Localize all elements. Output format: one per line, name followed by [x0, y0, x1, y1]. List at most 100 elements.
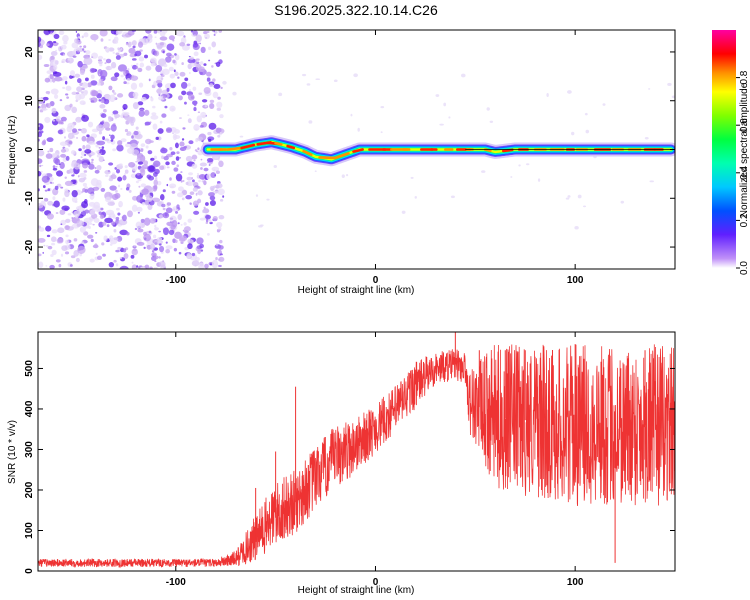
noise-blob [136, 172, 140, 176]
noise-blob [100, 38, 104, 42]
noise-blob [136, 206, 143, 212]
noise-blob [193, 210, 200, 215]
noise-blob [219, 131, 222, 134]
colorbar-tick-label: 0.0 [739, 261, 750, 275]
noise-blob [77, 50, 80, 54]
noise-blob [301, 73, 307, 77]
noise-blob [211, 65, 214, 68]
noise-blob [83, 57, 93, 65]
noise-blob [65, 85, 72, 91]
noise-blob [96, 82, 101, 86]
noise-blob [150, 62, 156, 67]
colorbar: 0.0 0.2 0.4 0.6 0.8 Normalized spectral ampl… [712, 30, 750, 275]
noise-blob [110, 30, 118, 35]
noise-blob [138, 56, 145, 62]
noise-blob [58, 121, 63, 125]
noise-blob [131, 40, 137, 46]
spectrogram-y-tick-label: 0 [24, 146, 35, 152]
noise-blob [180, 241, 184, 244]
noise-blob [60, 44, 67, 50]
noise-blob [671, 95, 675, 99]
noise-blob [166, 52, 172, 57]
noise-blob [66, 96, 70, 99]
noise-blob [124, 128, 129, 133]
noise-blob [239, 135, 244, 138]
noise-blob [195, 137, 198, 141]
noise-blob [63, 41, 68, 45]
noise-blob [100, 121, 104, 125]
ridge-peak [286, 144, 296, 150]
noise-blob [159, 194, 165, 201]
noise-blob [162, 189, 166, 193]
noise-blob [41, 175, 50, 183]
noise-blob [90, 74, 95, 79]
noise-blob [89, 192, 95, 200]
noise-blob [510, 176, 513, 178]
snr-y-tick-label: 300 [24, 441, 35, 458]
noise-blob [64, 180, 73, 186]
noise-blob [39, 164, 42, 168]
noise-blob [171, 108, 175, 111]
noise-blob [199, 173, 206, 180]
noise-blob [116, 93, 124, 98]
noise-blob [65, 93, 69, 96]
noise-blob [110, 134, 115, 140]
noise-blob [142, 202, 145, 205]
noise-blob [152, 234, 157, 239]
noise-blob [160, 251, 164, 254]
noise-blob [216, 107, 222, 111]
noise-blob [151, 249, 155, 253]
noise-blob [169, 147, 173, 151]
colorbar-tick-label: 0.8 [739, 70, 750, 84]
noise-blob [216, 183, 223, 189]
spectrogram-y-tick-label: -20 [24, 239, 35, 254]
noise-blob [68, 144, 71, 148]
noise-blob [99, 104, 106, 109]
noise-blob [153, 160, 161, 167]
noise-blob [648, 88, 651, 90]
noise-blob [64, 224, 70, 231]
noise-blob [145, 65, 152, 71]
noise-blob [171, 160, 176, 166]
noise-blob [78, 148, 82, 152]
noise-blob [98, 146, 101, 149]
noise-blob [199, 61, 204, 65]
noise-blob [101, 226, 103, 228]
noise-blob [53, 189, 57, 193]
noise-blob [55, 49, 58, 52]
snr-frame [37, 331, 676, 572]
noise-blob [460, 73, 466, 78]
colorbar-tick-label: 0.6 [739, 118, 750, 132]
noise-blob [56, 118, 60, 122]
noise-blob [113, 229, 117, 233]
noise-blob [211, 166, 220, 172]
noise-blob [61, 205, 70, 211]
noise-blob [43, 244, 46, 247]
noise-blob [481, 170, 486, 173]
noise-blob [124, 114, 129, 121]
noise-blob [185, 195, 193, 200]
noise-blob [162, 227, 169, 236]
noise-blob [70, 150, 76, 155]
noise-blob [154, 260, 157, 262]
noise-blob [126, 78, 131, 82]
noise-blob [192, 86, 197, 91]
noise-blob [151, 112, 157, 116]
spectrogram-ridge [200, 135, 675, 167]
noise-blob [137, 161, 144, 165]
noise-blob [41, 140, 46, 146]
noise-blob [112, 148, 117, 152]
noise-blob [140, 183, 147, 188]
noise-blob [199, 42, 202, 45]
noise-blob [65, 234, 69, 238]
noise-blob [192, 30, 198, 37]
noise-blob [209, 83, 214, 88]
noise-blob [166, 221, 173, 226]
noise-blob [205, 218, 209, 223]
spectrogram-y-tick-label: -10 [24, 191, 35, 206]
noise-blob [133, 130, 139, 136]
noise-blob [137, 41, 144, 48]
noise-blob [410, 176, 414, 179]
noise-blob [38, 188, 41, 192]
noise-blob [52, 119, 56, 122]
